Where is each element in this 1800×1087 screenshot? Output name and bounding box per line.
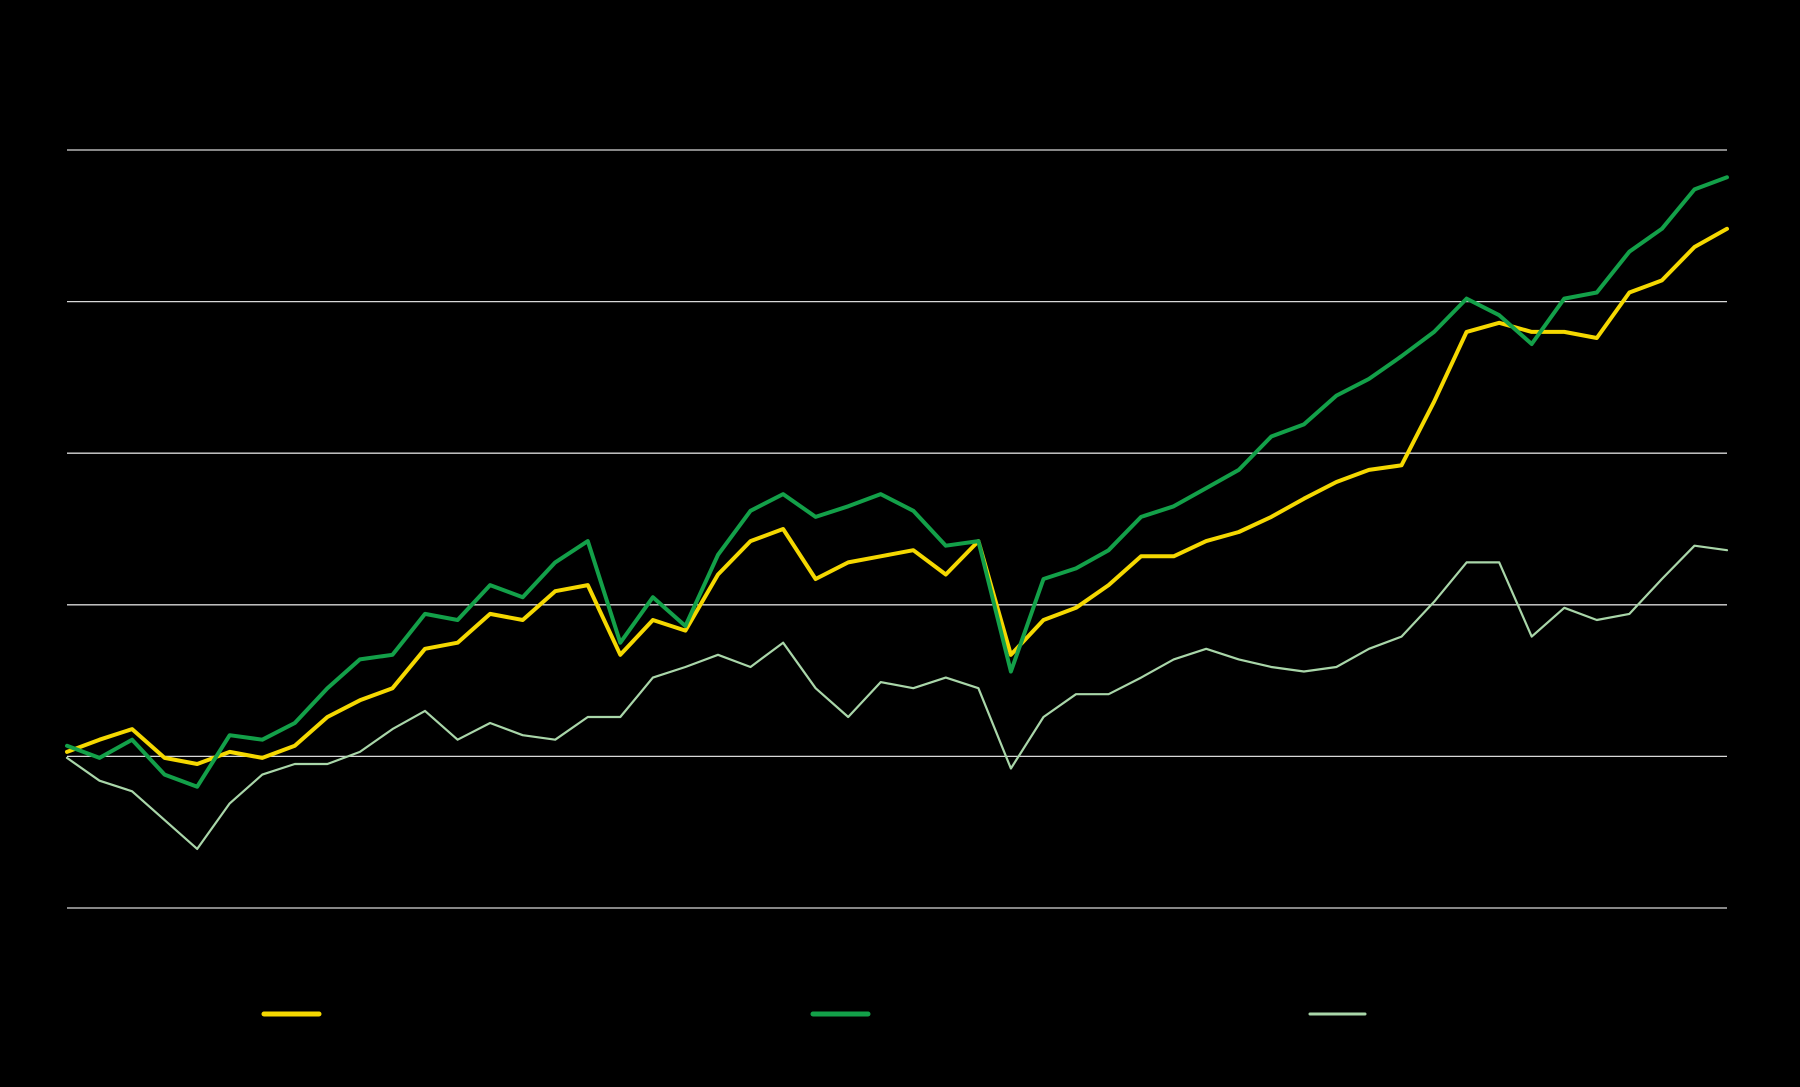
series-line [65, 226, 1729, 766]
series-line [65, 544, 1729, 850]
series-line [65, 175, 1729, 789]
